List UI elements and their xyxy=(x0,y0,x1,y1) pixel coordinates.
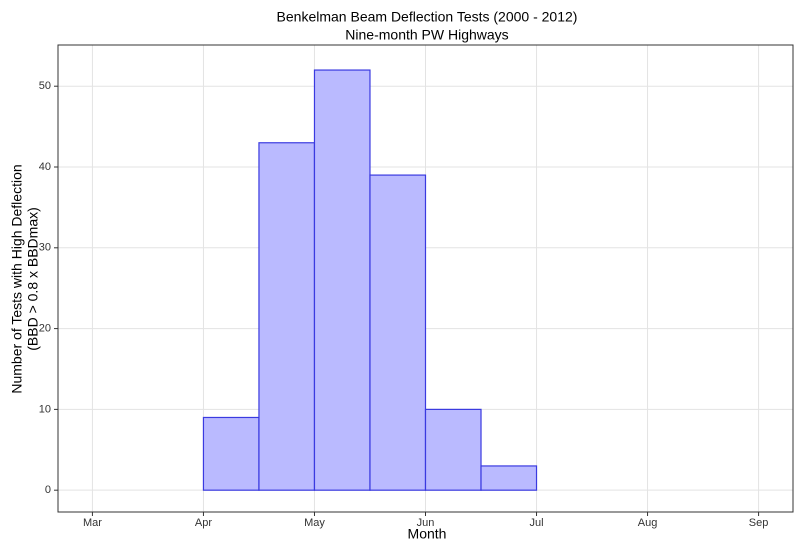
plot-border xyxy=(57,44,794,513)
y-tick-label: 0 xyxy=(45,484,51,496)
x-tick-label: May xyxy=(304,517,325,529)
bar xyxy=(480,465,538,491)
chart-subtitle: Nine-month PW Highways xyxy=(345,27,508,43)
x-tick-label: Apr xyxy=(195,517,212,529)
y-axis-label: (BBD > 0.8 x BBDmax) xyxy=(25,207,41,351)
x-tick-label: Aug xyxy=(638,517,658,529)
chart-title: Benkelman Beam Deflection Tests (2000 - … xyxy=(277,9,578,25)
y-tick-label: 40 xyxy=(39,161,51,173)
y-axis-label: Number of Tests with High Deflection xyxy=(9,164,25,393)
bar xyxy=(202,416,260,491)
bar xyxy=(313,69,371,491)
y-tick-label: 10 xyxy=(39,403,51,415)
x-tick-label: Jun xyxy=(417,517,435,529)
x-tick-label: Jul xyxy=(529,517,543,529)
bar xyxy=(369,174,427,491)
x-tick-label: Mar xyxy=(83,517,102,529)
y-tick-label: 30 xyxy=(39,242,51,254)
bar xyxy=(258,142,316,491)
x-axis-label: Month xyxy=(408,526,447,542)
y-tick-label: 50 xyxy=(39,80,51,92)
bar xyxy=(424,408,482,491)
x-tick-label: Sep xyxy=(749,517,769,529)
y-tick-label: 20 xyxy=(39,322,51,334)
